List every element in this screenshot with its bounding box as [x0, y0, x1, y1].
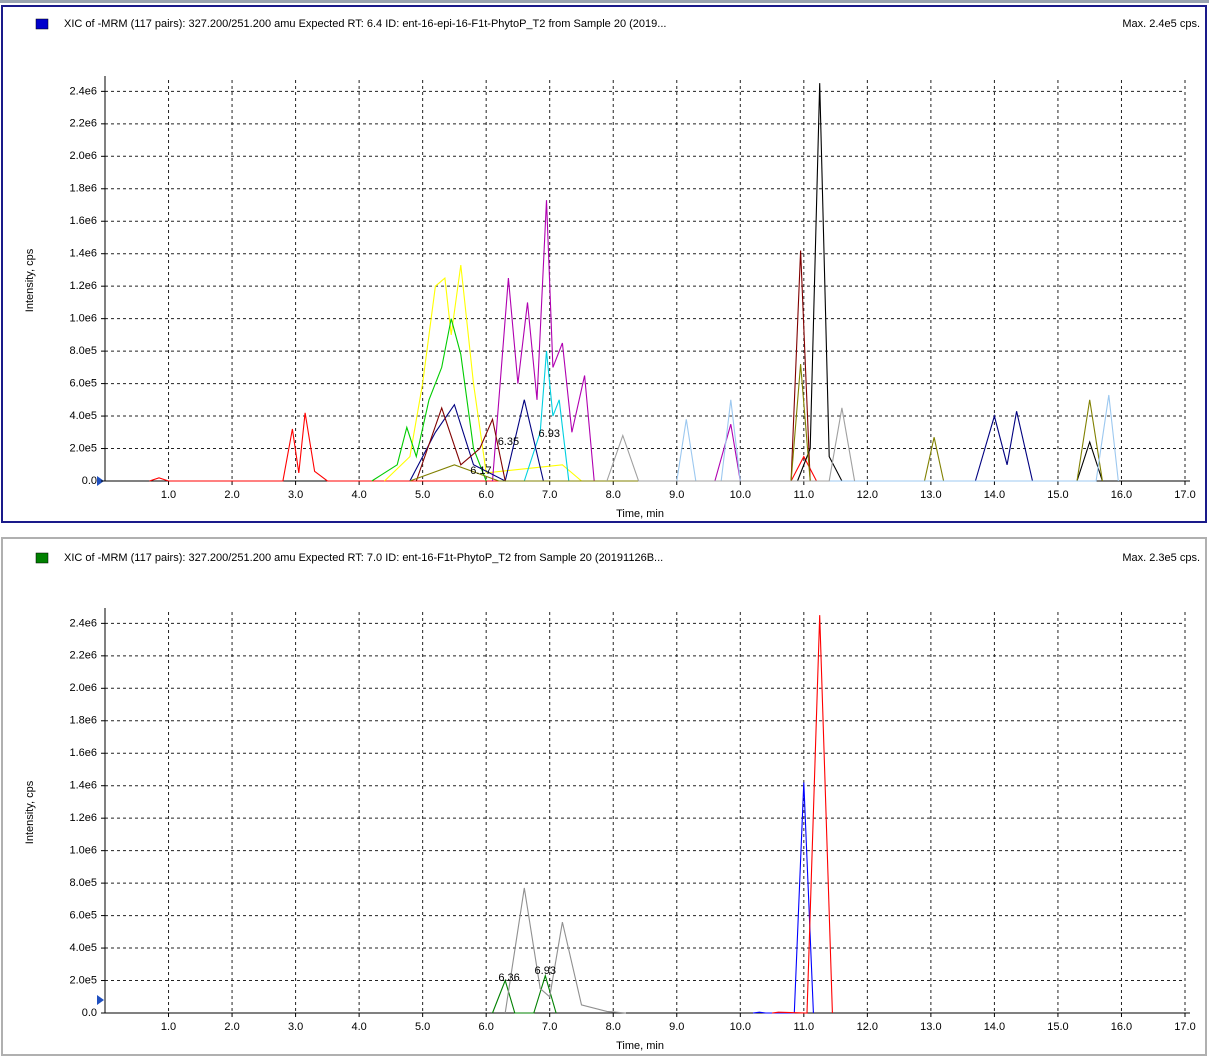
x-tick-label: 3.0 — [288, 1021, 303, 1033]
y-tick-label: 2.0e6 — [69, 150, 97, 162]
x-tick-label: 16.0 — [1111, 1021, 1132, 1033]
trace-line — [384, 265, 582, 482]
x-tick-label: 5.0 — [415, 489, 430, 501]
x-tick-label: 2.0 — [224, 489, 239, 501]
peak-label: 6.93 — [539, 428, 560, 440]
x-tick-label: 11.0 — [794, 489, 815, 501]
y-tick-label: 6.0e5 — [69, 377, 97, 389]
max-intensity: Max. 2.4e5 cps. — [1122, 18, 1200, 30]
x-tick-label: 12.0 — [857, 489, 878, 501]
x-tick-label: 6.0 — [479, 1021, 494, 1033]
x-tick-label: 13.0 — [920, 1021, 941, 1033]
trace-line — [752, 782, 814, 1014]
x-tick-label: 3.0 — [288, 489, 303, 501]
y-tick-label: 4.0e5 — [69, 942, 97, 954]
x-tick-label: 14.0 — [984, 489, 1005, 501]
y-axis-label: Intensity, cps — [24, 780, 36, 844]
y-tick-label: 1.8e6 — [69, 715, 97, 727]
trace-icon — [35, 552, 49, 564]
x-tick-label: 9.0 — [669, 489, 684, 501]
x-axis-label: Time, min — [616, 508, 664, 520]
x-tick-label: 11.0 — [794, 1021, 815, 1033]
x-tick-label: 8.0 — [606, 1021, 621, 1033]
peak-label: 6.17 — [470, 465, 491, 477]
y-tick-label: 2.0e5 — [69, 442, 97, 454]
x-tick-label: 2.0 — [224, 1021, 239, 1033]
y-axis-label: Intensity, cps — [24, 248, 36, 312]
x-tick-label: 8.0 — [606, 489, 621, 501]
x-tick-label: 6.0 — [479, 489, 494, 501]
y-tick-label: 8.0e5 — [69, 877, 97, 889]
panel-frame[interactable] — [1, 5, 1207, 523]
trace-line — [409, 399, 1034, 482]
y-tick-label: 1.2e6 — [69, 812, 97, 824]
x-tick-label: 15.0 — [1047, 1021, 1068, 1033]
x-tick-label: 17.0 — [1174, 1021, 1195, 1033]
trace-line — [504, 887, 626, 1014]
chart-title: XIC of -MRM (117 pairs): 327.200/251.200… — [64, 552, 663, 564]
x-tick-label: 10.0 — [730, 1021, 751, 1033]
y-tick-label: 6.0e5 — [69, 909, 97, 921]
x-tick-label: 17.0 — [1174, 489, 1195, 501]
y-tick-label: 1.0e6 — [69, 313, 97, 325]
y-tick-label: 8.0e5 — [69, 345, 97, 357]
x-tick-label: 10.0 — [730, 489, 751, 501]
trace-line — [676, 394, 1119, 482]
x-tick-label: 13.0 — [920, 489, 941, 501]
trace-line — [796, 83, 1103, 482]
x-tick-label: 4.0 — [351, 489, 366, 501]
y-tick-label: 0.0 — [82, 475, 97, 487]
y-tick-label: 1.4e6 — [69, 248, 97, 260]
x-tick-label: 1.0 — [161, 489, 176, 501]
trace-line — [523, 351, 570, 482]
panel-frame[interactable] — [1, 537, 1207, 1056]
y-tick-label: 1.6e6 — [69, 215, 97, 227]
trace-icon — [35, 18, 49, 30]
x-tick-label: 12.0 — [857, 1021, 878, 1033]
peak-label: 6.93 — [535, 965, 556, 977]
x-tick-label: 14.0 — [984, 1021, 1005, 1033]
trace-line — [491, 973, 557, 1014]
x-tick-label: 15.0 — [1047, 489, 1068, 501]
top-strip — [0, 0, 1209, 3]
baseline-marker — [97, 995, 104, 1005]
x-axis-label: Time, min — [616, 1040, 664, 1052]
baseline-marker — [97, 476, 104, 486]
y-tick-label: 4.0e5 — [69, 410, 97, 422]
x-tick-label: 7.0 — [542, 489, 557, 501]
x-tick-label: 1.0 — [161, 1021, 176, 1033]
y-tick-label: 1.4e6 — [69, 780, 97, 792]
y-tick-label: 2.0e5 — [69, 974, 97, 986]
y-tick-label: 1.6e6 — [69, 747, 97, 759]
x-tick-label: 5.0 — [415, 1021, 430, 1033]
x-tick-label: 9.0 — [669, 1021, 684, 1033]
y-tick-label: 1.8e6 — [69, 183, 97, 195]
chart-title: XIC of -MRM (117 pairs): 327.200/251.200… — [64, 18, 666, 30]
y-tick-label: 1.2e6 — [69, 280, 97, 292]
x-tick-label: 16.0 — [1111, 489, 1132, 501]
y-tick-label: 2.4e6 — [69, 617, 97, 629]
y-tick-label: 2.2e6 — [69, 118, 97, 130]
trace-line — [415, 250, 811, 482]
y-tick-label: 2.4e6 — [69, 85, 97, 97]
y-tick-label: 2.0e6 — [69, 682, 97, 694]
x-tick-label: 7.0 — [542, 1021, 557, 1033]
max-intensity: Max. 2.3e5 cps. — [1122, 552, 1200, 564]
x-tick-label: 4.0 — [351, 1021, 366, 1033]
peak-label: 6.36 — [498, 972, 519, 984]
trace-line — [606, 407, 856, 482]
y-tick-label: 0.0 — [82, 1007, 97, 1019]
y-tick-label: 2.2e6 — [69, 650, 97, 662]
trace-line — [149, 412, 817, 482]
y-tick-label: 1.0e6 — [69, 845, 97, 857]
trace-line — [371, 318, 487, 482]
trace-line — [772, 615, 833, 1014]
peak-label: 6.35 — [498, 436, 519, 448]
